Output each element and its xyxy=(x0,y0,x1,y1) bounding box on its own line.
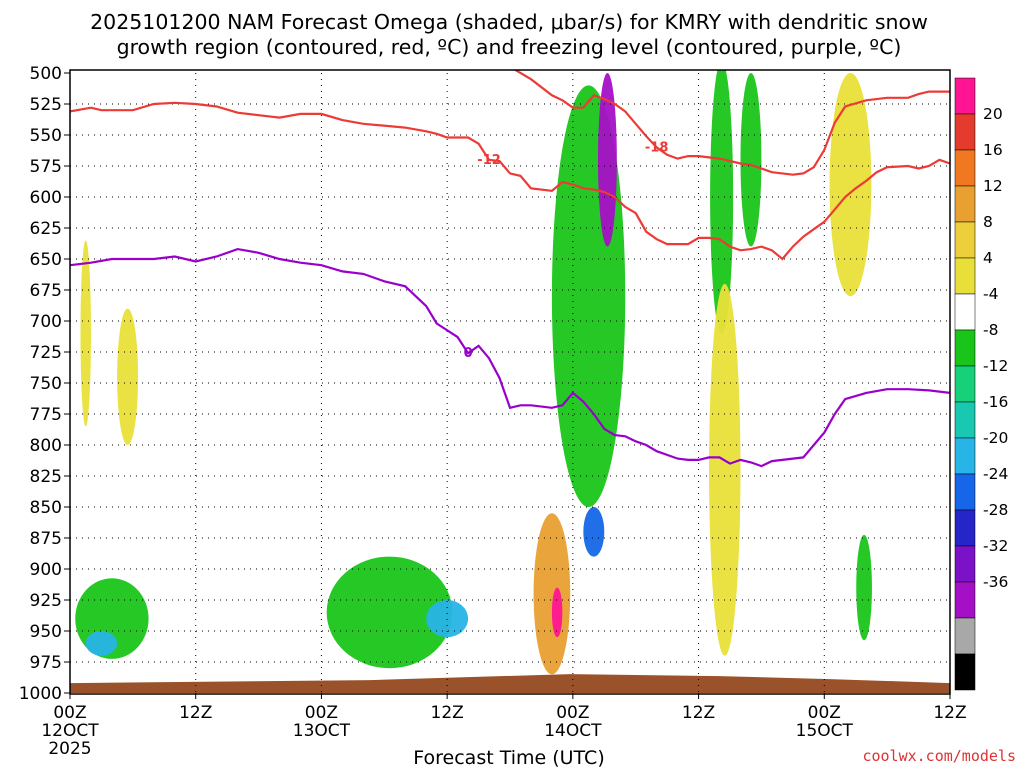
omega-region-14 xyxy=(533,513,571,675)
x-tick-date: 14OCT xyxy=(544,721,602,741)
contour-0 xyxy=(70,247,950,468)
y-tick-label: 850 xyxy=(30,498,62,518)
chart-title-line-2: growth region (contoured, red, ºC) and f… xyxy=(117,35,902,59)
y-tick-label: 725 xyxy=(30,343,62,363)
contour-2 xyxy=(513,70,950,176)
y-tick-label: 525 xyxy=(30,95,62,115)
x-tick-date: 13OCT xyxy=(293,721,351,741)
y-tick-label: 900 xyxy=(30,560,62,580)
contour-lines: 0 -12 -18 xyxy=(70,70,950,468)
colorbar-label-8: -16 xyxy=(983,393,1008,411)
gridlines xyxy=(70,73,950,693)
y-tick-label: 675 xyxy=(30,281,62,301)
omega-region-15 xyxy=(551,587,563,638)
omega-region-9 xyxy=(856,534,872,641)
contour-label-2: -18 xyxy=(645,140,669,155)
colorbar-swatch-4 xyxy=(954,221,976,259)
y-tick-label: 975 xyxy=(30,653,62,673)
omega-region-8 xyxy=(740,73,762,247)
y-tick-label: 775 xyxy=(30,405,62,425)
colorbar-swatch-13 xyxy=(954,545,976,583)
colorbar-swatch-0 xyxy=(954,77,976,115)
x-tick-year: 2025 xyxy=(48,739,91,759)
omega-region-11 xyxy=(117,308,139,445)
colorbar-label-4: 4 xyxy=(983,249,993,267)
omega-region-12 xyxy=(829,73,872,297)
colorbar-label-5: -4 xyxy=(983,285,998,303)
omega-region-1 xyxy=(85,631,118,656)
x-tick-date: 12OCT xyxy=(41,721,99,741)
colorbar-swatch-1 xyxy=(954,113,976,151)
omega-region-2 xyxy=(326,556,453,669)
colorbar-swatch-6 xyxy=(954,293,976,331)
y-tick-label: 575 xyxy=(30,157,62,177)
colorbar-swatch-7 xyxy=(954,329,976,367)
colorbar-label-7: -12 xyxy=(983,357,1008,375)
x-tick-label: 12Z xyxy=(933,703,966,723)
omega-region-5 xyxy=(583,507,605,557)
contour-label-1: -12 xyxy=(477,153,501,168)
colorbar-label-11: -28 xyxy=(983,501,1008,519)
colorbar-swatch-3 xyxy=(954,185,976,223)
omega-region-7 xyxy=(710,70,734,334)
x-tick-label: 00Z xyxy=(53,703,86,723)
y-tick-label: 550 xyxy=(30,126,62,146)
colorbar-label-0: 20 xyxy=(983,105,1003,123)
colorbar-swatch-5 xyxy=(954,257,976,295)
y-tick-label: 875 xyxy=(30,529,62,549)
y-tick-label: 950 xyxy=(30,622,62,642)
y-tick-label: 825 xyxy=(30,467,62,487)
colorbar-swatch-15 xyxy=(954,617,976,655)
colorbar-label-1: 16 xyxy=(983,141,1003,159)
omega-region-10 xyxy=(80,240,91,427)
contour-label-0: 0 xyxy=(464,346,473,361)
x-tick-label: 12Z xyxy=(682,703,715,723)
colorbar-label-6: -8 xyxy=(983,321,998,339)
terrain-surface xyxy=(70,674,950,693)
colorbar-swatch-2 xyxy=(954,149,976,187)
x-tick-label: 12Z xyxy=(431,703,464,723)
x-tick-label: 12Z xyxy=(179,703,212,723)
colorbar-label-3: 8 xyxy=(983,213,993,231)
y-tick-label: 650 xyxy=(30,250,62,270)
x-axis-label: Forecast Time (UTC) xyxy=(413,747,604,768)
omega-region-13 xyxy=(709,283,741,656)
credit-link[interactable]: coolwx.com/models xyxy=(862,747,1016,765)
x-tick-label: 00Z xyxy=(556,703,589,723)
colorbar-label-2: 12 xyxy=(983,177,1003,195)
colorbar-swatch-16 xyxy=(954,653,976,691)
colorbar-label-10: -24 xyxy=(983,465,1008,483)
y-tick-label: 625 xyxy=(30,219,62,239)
y-tick-label: 700 xyxy=(30,312,62,332)
colorbar-label-9: -20 xyxy=(983,429,1008,447)
colorbar-swatch-9 xyxy=(954,401,976,439)
y-tick-label: 600 xyxy=(30,188,62,208)
colorbar-swatch-8 xyxy=(954,365,976,403)
contour-1 xyxy=(70,101,950,261)
colorbar-swatch-10 xyxy=(954,437,976,475)
y-tick-label: 750 xyxy=(30,374,62,394)
x-tick-label: 00Z xyxy=(305,703,338,723)
colorbar: 20 16 12 8 4 -4 -8 -12 -16 -20 -24 -28 -32 -36 xyxy=(954,77,1008,691)
y-tick-label: 500 xyxy=(30,64,62,84)
y-tick-label: 800 xyxy=(30,436,62,456)
terrain xyxy=(70,674,950,693)
y-tick-label: 1000 xyxy=(19,684,62,704)
y-tick-label: 925 xyxy=(30,591,62,611)
chart-title-line-1: 2025101200 NAM Forecast Omega (shaded, μ… xyxy=(90,10,928,34)
omega-region-3 xyxy=(426,600,469,638)
plot-frame xyxy=(69,69,951,695)
colorbar-label-13: -36 xyxy=(983,573,1008,591)
omega-region-6 xyxy=(598,73,617,247)
omega-shading xyxy=(75,70,872,675)
y-axis: 500 525 550 575 600 625 650 675 700 725 750 775 800 8… xyxy=(19,64,70,704)
colorbar-swatch-14 xyxy=(954,581,976,619)
colorbar-swatch-11 xyxy=(954,473,976,511)
x-tick-label: 00Z xyxy=(808,703,841,723)
x-tick-date: 15OCT xyxy=(796,721,854,741)
colorbar-label-12: -32 xyxy=(983,537,1008,555)
colorbar-swatch-12 xyxy=(954,509,976,547)
